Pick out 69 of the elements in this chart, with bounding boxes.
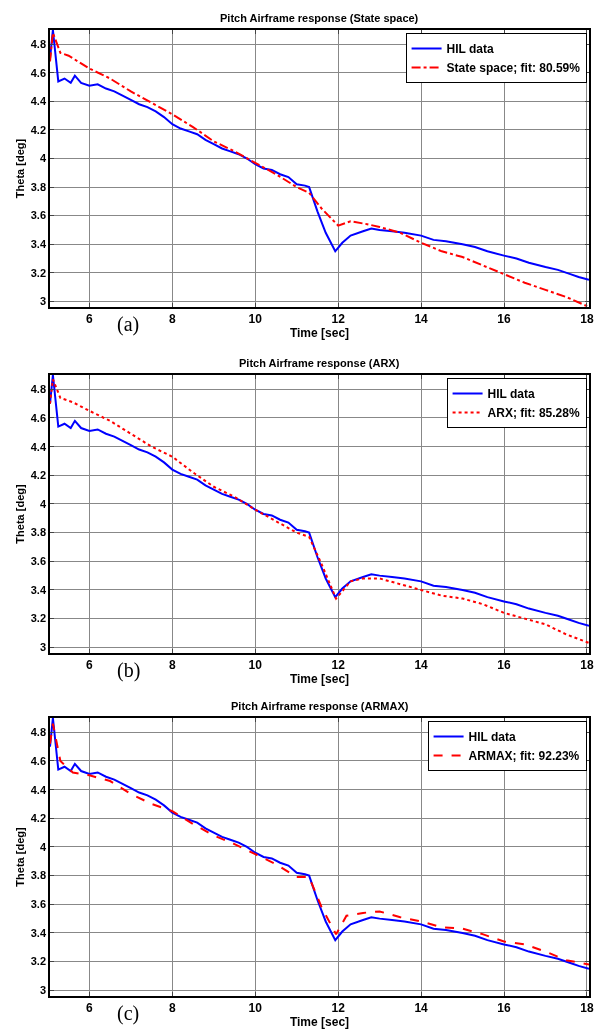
legend-label: HIL data [487, 387, 536, 402]
x-tick-label: 6 [86, 658, 94, 673]
y-tick-label: 4 [39, 497, 47, 510]
legend-label: HIL data [468, 730, 517, 745]
y-tick-label: 3.4 [30, 926, 47, 939]
y-tick-label: 3.8 [30, 526, 47, 539]
x-tick-label: 14 [414, 658, 429, 673]
y-tick-label: 3.6 [30, 898, 47, 911]
y-tick-label: 4.2 [30, 123, 47, 136]
x-tick-label: 16 [497, 658, 511, 673]
y-tick-label: 4.8 [30, 383, 47, 396]
x-tick-label: 16 [497, 312, 511, 327]
x-tick-label: 16 [497, 1001, 511, 1016]
x-tick-label: 12 [331, 312, 346, 327]
text: (a) [117, 313, 140, 336]
x-tick-label: 12 [331, 658, 346, 673]
x-tick-label: 14 [414, 312, 429, 327]
y-tick-label: 3.2 [30, 612, 47, 625]
y-axis-title: Theta [deg] [13, 484, 26, 544]
y-tick-label: 4.6 [30, 66, 47, 79]
y-axis-title: Theta [deg] [13, 138, 26, 199]
y-tick-label: 4 [39, 840, 47, 853]
x-tick-label: 18 [580, 658, 594, 673]
text: (b) [117, 659, 141, 682]
y-tick-label: 4.4 [30, 95, 47, 108]
x-tick-label: 6 [86, 1001, 94, 1016]
legend-label: ARX; fit: 85.28% [487, 406, 580, 421]
y-tick-label: 4.6 [30, 411, 47, 424]
y-tick-label: 4.4 [30, 783, 47, 796]
x-tick-label: 18 [580, 312, 594, 327]
text: (c) [117, 1002, 140, 1025]
y-tick-label: 3.2 [30, 266, 47, 279]
y-tick-label: 3 [39, 295, 47, 308]
x-tick-label: 10 [248, 1001, 263, 1016]
y-tick-label: 3.8 [30, 869, 47, 882]
x-tick-label: 12 [331, 1001, 346, 1016]
y-tick-label: 4.4 [30, 440, 47, 453]
y-tick-label: 4.6 [30, 754, 47, 767]
x-tick-label: 14 [414, 1001, 429, 1016]
x-tick-label: 8 [168, 1001, 176, 1016]
y-tick-label: 4.2 [30, 469, 47, 482]
x-tick-label: 8 [168, 658, 176, 673]
chart-title: Pitch Airframe response (ARX) [239, 357, 400, 369]
y-tick-label: 4.8 [30, 726, 47, 739]
x-tick-label: 6 [86, 312, 94, 327]
x-tick-label: 10 [248, 312, 263, 327]
legend-label: ARMAX; fit: 92.23% [468, 749, 580, 764]
x-axis-title: Time [sec] [289, 1015, 350, 1030]
chart-title: Pitch Airframe response (State space) [220, 12, 419, 24]
chart-title: Pitch Airframe response (ARMAX) [231, 700, 409, 712]
y-tick-label: 3.6 [30, 555, 47, 568]
x-tick-label: 18 [580, 1001, 594, 1016]
legend-label: HIL data [446, 42, 495, 57]
y-tick-label: 3.6 [30, 209, 47, 222]
y-tick-label: 3 [39, 984, 47, 997]
y-tick-label: 3.2 [30, 955, 47, 968]
x-tick-label: 10 [248, 658, 263, 673]
y-tick-label: 4.2 [30, 812, 47, 825]
y-tick-label: 3.4 [30, 583, 47, 596]
y-tick-label: 4 [39, 152, 47, 165]
y-axis-title: Theta [deg] [13, 827, 26, 887]
x-axis-title: Time [sec] [289, 326, 350, 341]
y-tick-label: 3.4 [30, 238, 47, 251]
y-tick-label: 4.8 [30, 38, 47, 51]
legend-label: State space; fit: 80.59% [446, 61, 581, 76]
x-tick-label: 8 [168, 312, 176, 327]
y-tick-label: 3 [39, 641, 47, 654]
y-tick-label: 3.8 [30, 180, 47, 193]
x-axis-title: Time [sec] [289, 672, 350, 687]
